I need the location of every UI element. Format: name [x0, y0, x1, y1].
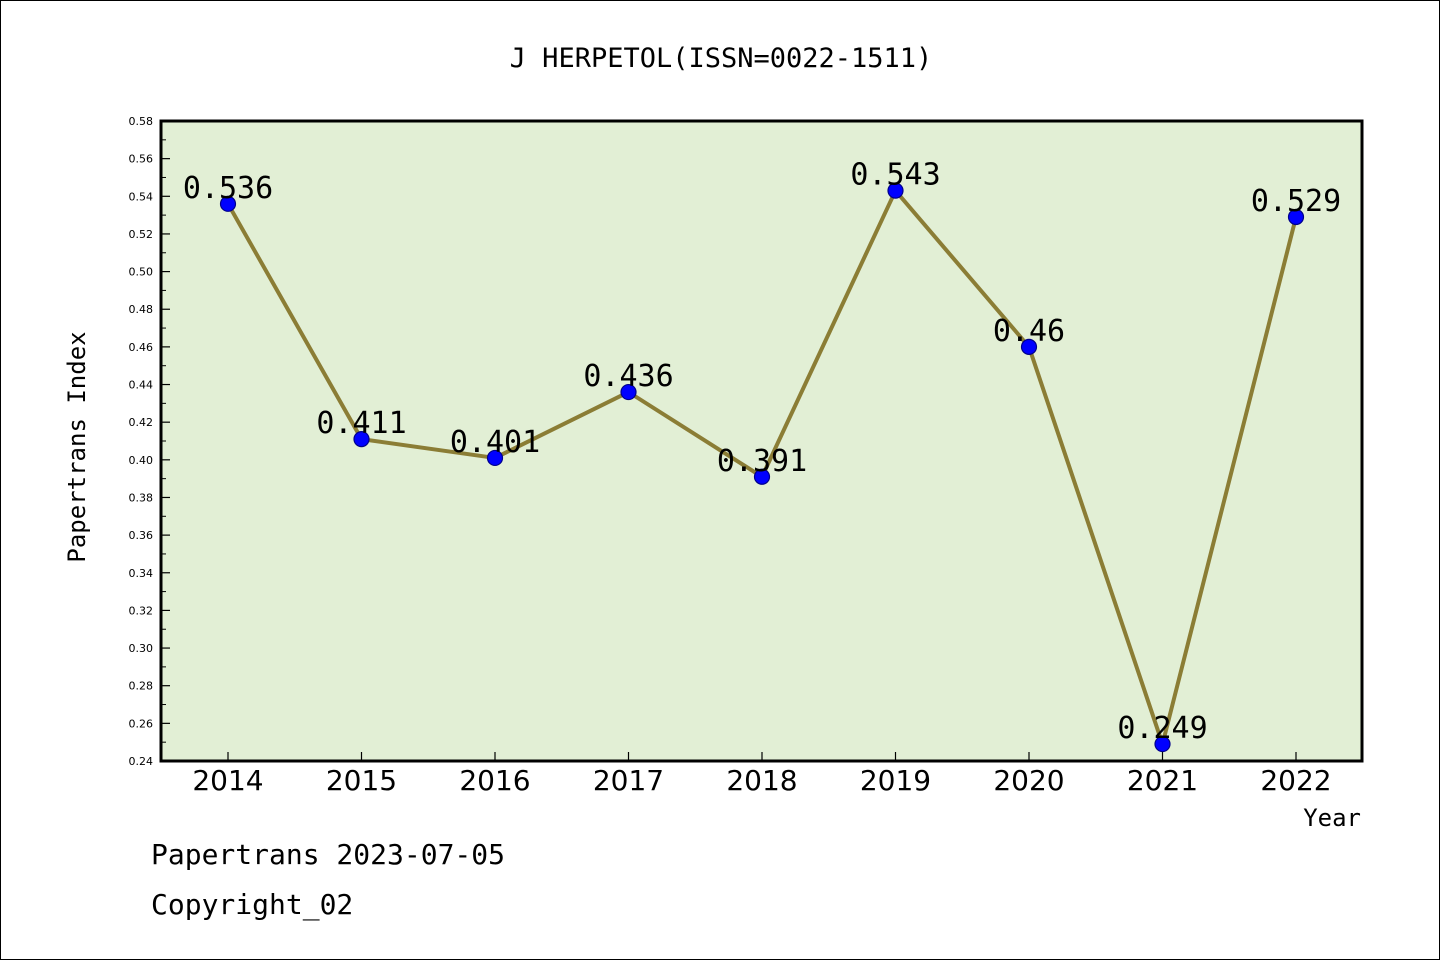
y-tick-label: 0.42 [129, 416, 154, 429]
data-point [1154, 735, 1171, 753]
x-axis-label: Year [1303, 804, 1361, 832]
data-point [486, 449, 504, 467]
data-point [887, 182, 904, 199]
data-label: 0.401 [450, 425, 540, 460]
x-tick-label: 2020 [993, 764, 1064, 797]
y-tick-label: 0.30 [129, 642, 154, 655]
footer-date: Papertrans 2023-07-05 [151, 838, 505, 871]
y-tick-label: 0.52 [129, 228, 154, 241]
x-tick-label: 2021 [1127, 764, 1198, 797]
data-point [753, 468, 771, 485]
y-tick-label: 0.44 [129, 379, 154, 392]
x-tick-label: 2016 [459, 764, 530, 797]
y-tick-label: 0.48 [129, 303, 154, 316]
y-tick-label: 0.26 [129, 717, 154, 730]
x-tick-label: 2015 [326, 764, 397, 797]
y-tick-label: 0.40 [129, 454, 154, 467]
data-label: 0.249 [1117, 711, 1207, 746]
data-point [620, 383, 637, 401]
data-label: 0.436 [583, 359, 673, 394]
y-tick-label: 0.38 [129, 491, 154, 504]
x-tick-label: 2019 [860, 764, 931, 797]
y-tick-label: 0.32 [129, 604, 154, 617]
x-axis: 2014 2015 2016 2017 2018 2019 2020 2021 2022 [192, 752, 1332, 797]
data-label: 0.411 [316, 406, 406, 441]
y-tick-label: 0.50 [129, 266, 154, 279]
x-tick-label: 2014 [192, 764, 263, 797]
data-label: 0.536 [183, 171, 273, 206]
y-axis-label: Papertrans Index [63, 331, 91, 562]
data-point [219, 195, 237, 212]
data-label: 0.391 [717, 444, 807, 479]
series-layer [219, 182, 1305, 753]
y-tick-label: 0.46 [129, 341, 154, 354]
data-point [1287, 208, 1305, 226]
y-tick-label: 0.56 [129, 153, 154, 166]
y-tick-label: 0.54 [129, 190, 154, 203]
data-label: 0.529 [1251, 184, 1341, 219]
x-tick-label: 2022 [1260, 764, 1331, 797]
y-tick-label: 0.24 [129, 755, 154, 768]
y-tick-label: 0.36 [129, 529, 154, 542]
footer-copyright: Copyright_02 [151, 888, 353, 922]
x-tick-label: 2017 [593, 764, 664, 797]
data-point [1020, 338, 1038, 355]
data-label: 0.543 [850, 158, 940, 193]
chart-title: J HERPETOL(ISSN=0022-1511) [510, 43, 933, 74]
y-tick-label: 0.58 [129, 115, 154, 128]
x-tick-label: 2018 [726, 764, 797, 797]
y-tick-label: 0.34 [129, 567, 154, 580]
data-point [353, 431, 370, 448]
y-tick-label: 0.28 [129, 680, 154, 693]
data-label: 0.46 [993, 314, 1065, 349]
data-label-layer: 0.536 0.411 0.401 0.436 0.391 0.543 0.46 0.249 0… [183, 158, 1341, 746]
y-axis: 0.24 0.26 0.28 0.30 0.32 0.34 0.36 0.38 0.40 0.42… [129, 115, 170, 768]
